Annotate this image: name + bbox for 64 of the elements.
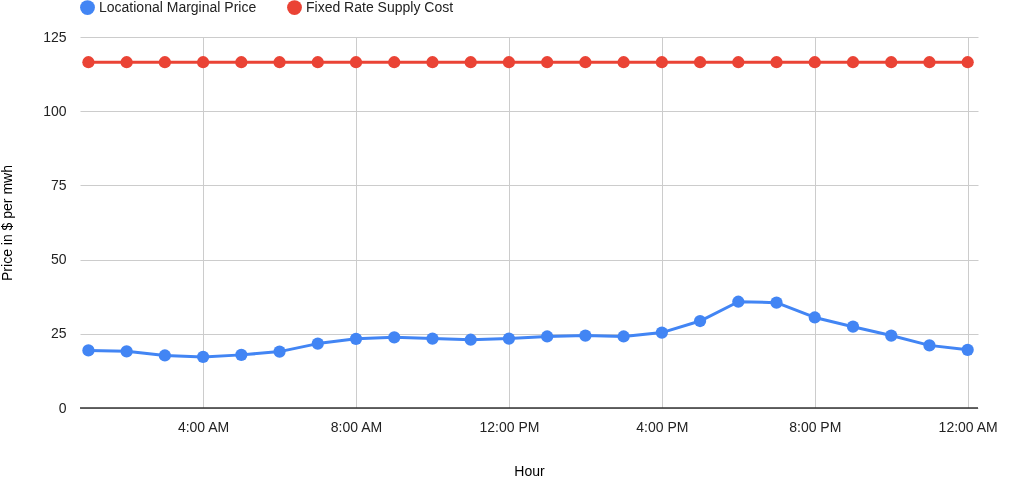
point <box>502 332 516 345</box>
y-tick-label: 125 <box>43 28 67 45</box>
legend-label: Fixed Rate Supply Cost <box>306 0 454 15</box>
point <box>502 56 516 69</box>
point <box>120 345 133 358</box>
point <box>158 349 171 362</box>
point <box>464 333 477 346</box>
point <box>273 56 286 69</box>
x-tick-label: 4:00 PM <box>636 418 689 435</box>
point <box>732 295 745 308</box>
x-tick-label: 4:00 AM <box>177 418 230 435</box>
point <box>541 330 554 343</box>
point <box>311 337 324 350</box>
point <box>311 56 324 69</box>
point <box>885 329 898 342</box>
x-tick-label: 12:00 PM <box>479 418 540 435</box>
y-axis-title: Price in $ per mwh <box>0 165 16 281</box>
point <box>923 56 936 69</box>
point <box>770 296 783 309</box>
point <box>808 56 821 69</box>
point <box>235 348 248 361</box>
point <box>349 332 363 345</box>
point <box>388 331 401 344</box>
x-tick-label: 8:00 AM <box>330 418 383 435</box>
point <box>196 350 210 364</box>
point <box>770 56 783 69</box>
point <box>426 332 439 345</box>
y-tick-label: 50 <box>50 251 67 268</box>
point <box>579 56 592 69</box>
point <box>388 56 401 69</box>
point <box>464 56 477 69</box>
point <box>693 314 707 328</box>
point <box>120 56 133 69</box>
x-tick-label: 8:00 PM <box>789 418 842 435</box>
legend-label: Locational Marginal Price <box>99 0 257 15</box>
y-tick-label: 75 <box>50 176 67 193</box>
y-tick-label: 0 <box>58 399 67 416</box>
point <box>617 56 630 69</box>
point <box>579 329 592 342</box>
point <box>349 56 363 69</box>
point <box>617 330 630 343</box>
x-axis-title: Hour <box>514 462 545 479</box>
point <box>693 56 707 69</box>
y-tick-label: 25 <box>50 325 67 342</box>
point <box>808 311 821 324</box>
point <box>655 326 668 339</box>
x-tick-label: 12:00 AM <box>938 418 998 435</box>
point <box>885 56 898 69</box>
point <box>273 345 286 358</box>
point <box>732 56 745 69</box>
point <box>158 56 171 69</box>
point <box>961 56 974 69</box>
point <box>923 339 936 352</box>
point <box>846 56 860 69</box>
point <box>82 344 95 357</box>
point <box>196 56 210 69</box>
point <box>235 56 248 69</box>
point <box>961 343 974 356</box>
point <box>426 56 439 69</box>
point <box>655 56 668 69</box>
point <box>82 56 95 69</box>
y-tick-label: 100 <box>43 102 67 119</box>
point <box>541 56 554 69</box>
point <box>846 320 860 333</box>
